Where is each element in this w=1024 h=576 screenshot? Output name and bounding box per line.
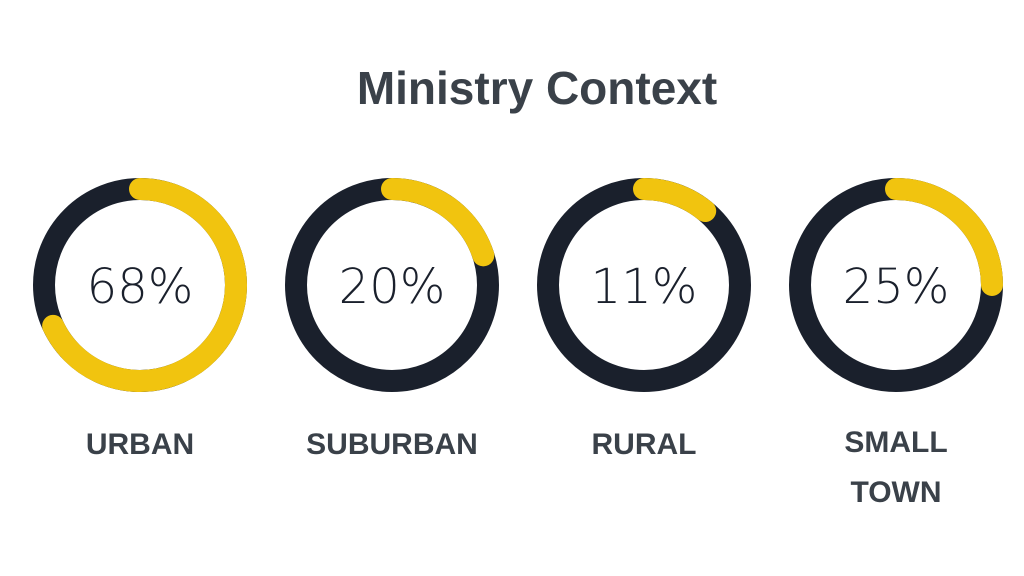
value-label-suburban: 20% xyxy=(339,259,446,315)
value-label-rural: 11% xyxy=(591,259,698,315)
category-label-rural: RURAL xyxy=(591,428,697,461)
donut-arc-urban xyxy=(42,178,247,392)
value-label-urban: 68% xyxy=(87,259,194,315)
donut-arc-rural xyxy=(633,178,717,223)
chart-title: Ministry Context xyxy=(356,62,718,114)
donut-arc-suburban xyxy=(381,178,495,267)
category-label-suburban: SUBURBAN xyxy=(306,428,478,461)
category-label-urban: URBAN xyxy=(85,428,195,461)
value-label-small-town: 25% xyxy=(843,259,950,315)
donut-arc-small-town xyxy=(885,178,1003,296)
category-label-small-town: SMALL TOWN xyxy=(844,426,948,509)
